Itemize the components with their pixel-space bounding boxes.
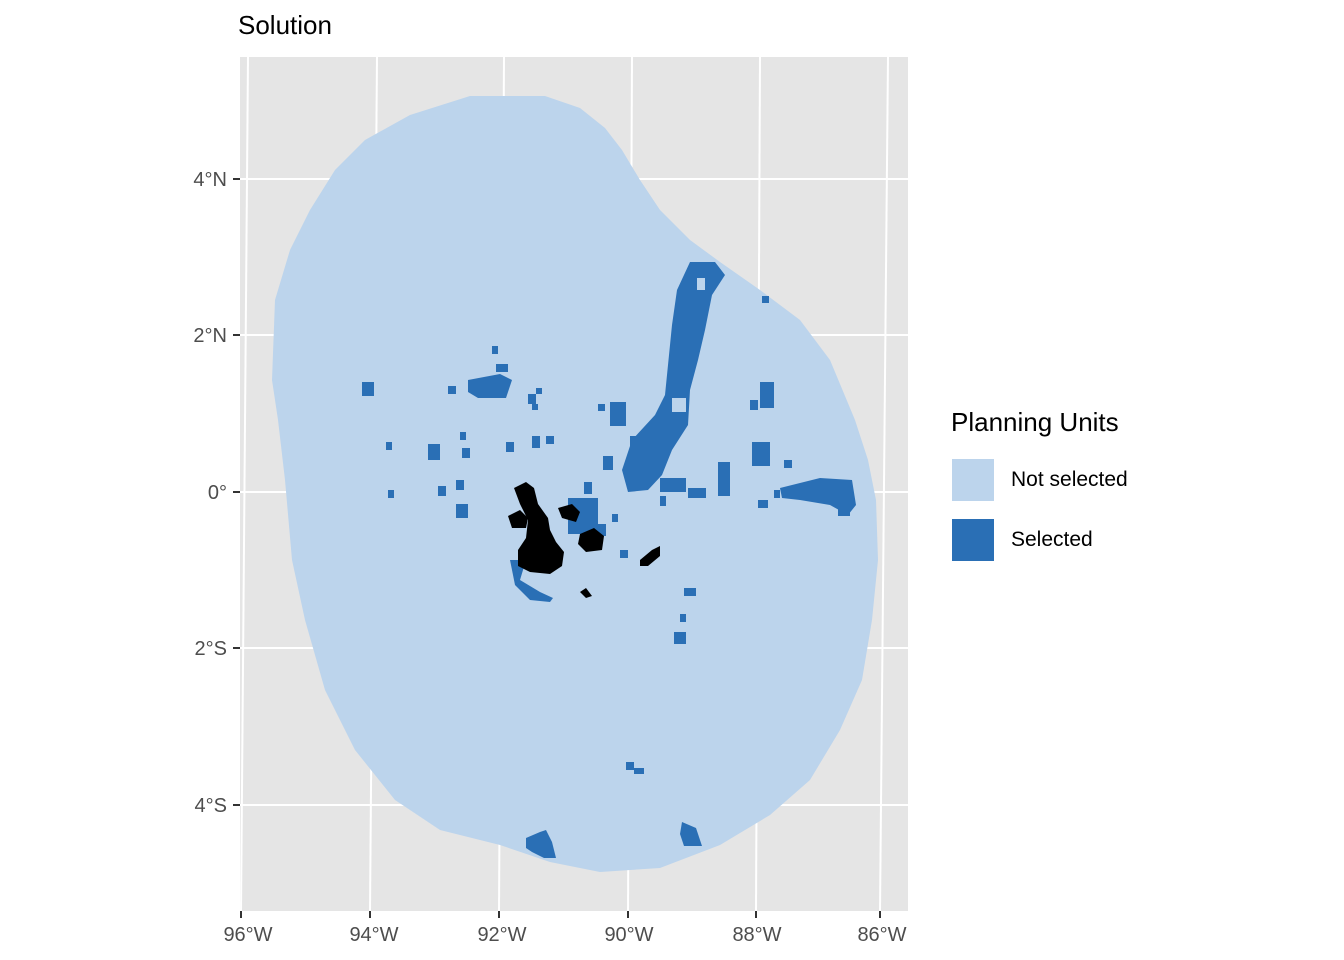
land-islands bbox=[508, 482, 660, 598]
legend-swatch-not-selected bbox=[951, 458, 995, 502]
legend-label: Selected bbox=[1011, 528, 1093, 551]
legend: Planning Units Not selected Selected bbox=[951, 407, 1128, 570]
x-tick-label: 94°W bbox=[349, 924, 398, 946]
y-tick-label: 0° bbox=[208, 482, 227, 504]
legend-swatch-selected bbox=[951, 518, 995, 562]
legend-item-selected: Selected bbox=[951, 510, 1128, 570]
axis-ticks bbox=[233, 178, 881, 918]
x-axis-labels: 96°W 94°W 92°W 90°W 88°W 86°W bbox=[223, 924, 906, 946]
y-tick-label: 4°S bbox=[195, 795, 227, 817]
y-tick-label: 2°N bbox=[193, 325, 227, 347]
plot-title: Solution bbox=[238, 10, 332, 40]
y-tick-label: 4°N bbox=[193, 169, 227, 191]
legend-item-not-selected: Not selected bbox=[951, 450, 1128, 510]
x-tick-label: 88°W bbox=[732, 924, 781, 946]
planning-units-area bbox=[272, 96, 878, 872]
legend-title: Planning Units bbox=[951, 407, 1119, 437]
legend-label: Not selected bbox=[1011, 468, 1128, 491]
y-tick-label: 2°S bbox=[195, 638, 227, 660]
y-axis-labels: 4°N 2°N 0° 2°S 4°S bbox=[193, 169, 227, 817]
x-tick-label: 90°W bbox=[604, 924, 653, 946]
x-tick-label: 86°W bbox=[857, 924, 906, 946]
selected-units bbox=[362, 262, 856, 858]
x-tick-label: 96°W bbox=[223, 924, 272, 946]
x-tick-label: 92°W bbox=[477, 924, 526, 946]
